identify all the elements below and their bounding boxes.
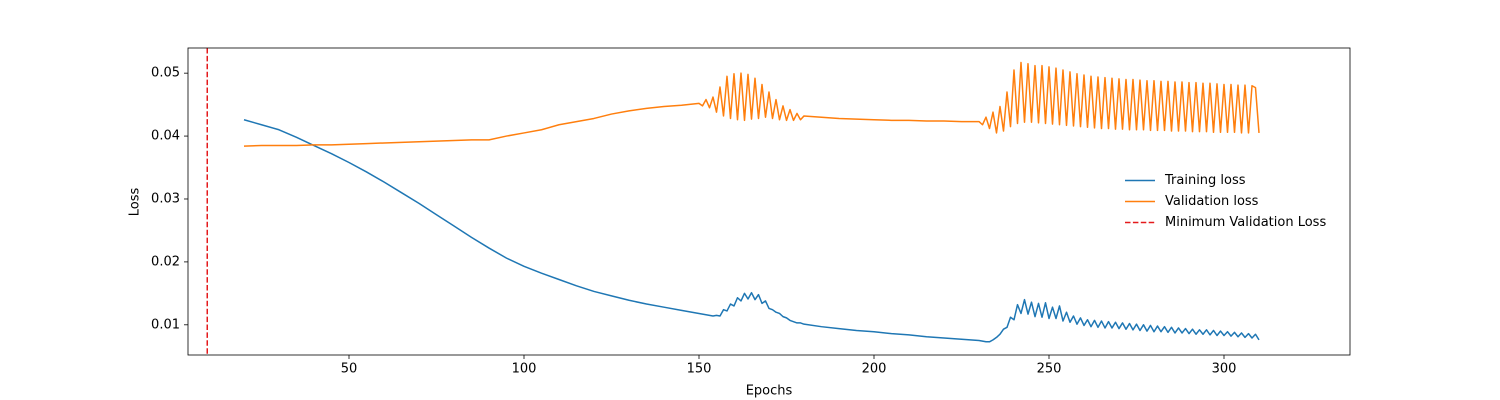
x-tick-label: 250 (1037, 362, 1062, 377)
y-tick-label: 0.02 (151, 254, 180, 269)
y-tick-label: 0.04 (151, 129, 180, 144)
legend-label: Minimum Validation Loss (1165, 215, 1326, 230)
legend-label: Validation loss (1165, 194, 1259, 209)
x-axis-label: Epochs (746, 384, 793, 399)
x-tick-label: 300 (1212, 362, 1237, 377)
series-line (243, 61, 1260, 147)
x-tick-label: 100 (512, 362, 537, 377)
y-tick-label: 0.03 (151, 191, 180, 206)
x-tick-label: 50 (341, 362, 358, 377)
y-tick-label: 0.01 (151, 317, 180, 332)
y-tick-label: 0.05 (151, 66, 180, 81)
series-line (243, 118, 1260, 343)
x-tick-label: 200 (862, 362, 887, 377)
plot-frame (187, 47, 1351, 356)
x-tick-label: 150 (687, 362, 712, 377)
y-axis-label: Loss (128, 188, 143, 217)
legend-label: Training loss (1164, 173, 1246, 188)
